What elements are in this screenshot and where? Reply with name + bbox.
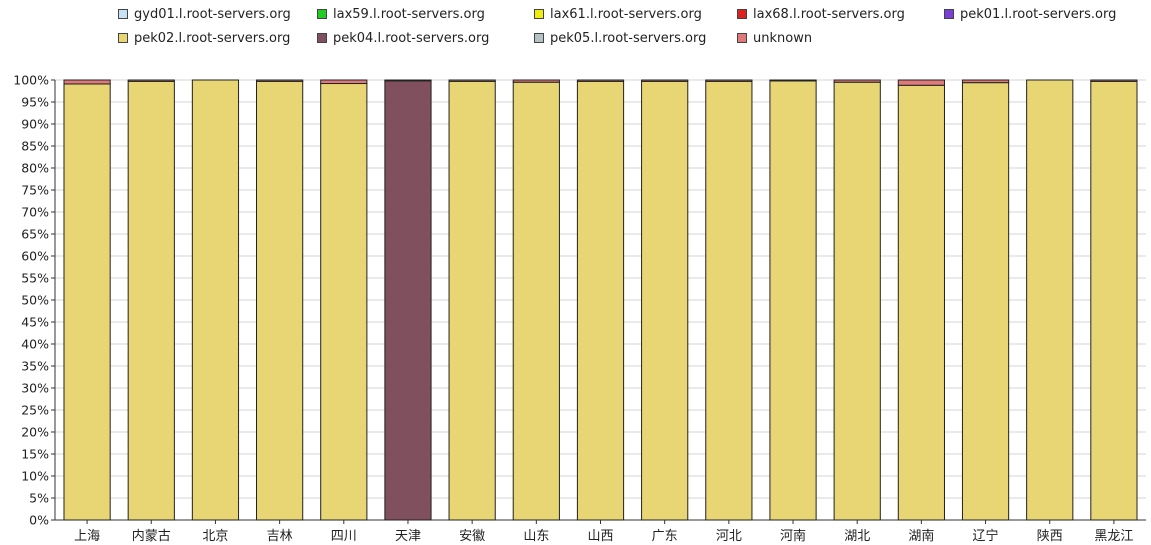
y-tick-label: 90% xyxy=(21,117,49,132)
bar-segment xyxy=(512,81,560,521)
legend-label: unknown xyxy=(753,30,813,46)
y-tick-label: 50% xyxy=(21,293,49,308)
y-tick-label: 55% xyxy=(21,271,49,286)
legend-swatch xyxy=(534,33,544,43)
bar-segment xyxy=(1026,79,1074,521)
x-tick-label: 广东 xyxy=(652,529,678,544)
legend-label: pek02.l.root-servers.org xyxy=(134,30,291,46)
bar-segment xyxy=(191,79,240,521)
x-tick-label: 天津 xyxy=(395,529,421,544)
bar-segment xyxy=(63,83,111,521)
bar-segment xyxy=(448,80,496,521)
legend-item: gyd01.l.root-servers.org xyxy=(118,6,291,22)
y-tick-label: 80% xyxy=(21,161,49,176)
chart-legend: gyd01.l.root-servers.org lax59.l.root-ser… xyxy=(0,0,1151,60)
x-tick-label: 湖北 xyxy=(844,529,870,544)
legend-label: lax59.l.root-servers.org xyxy=(333,6,485,22)
bar-segment xyxy=(576,79,625,82)
legend-label: gyd01.l.root-servers.org xyxy=(134,6,291,22)
legend-swatch xyxy=(118,9,128,19)
y-tick-label: 100% xyxy=(13,73,49,88)
bar-segment xyxy=(1090,80,1138,521)
bar-segment xyxy=(961,82,1010,521)
x-tick-label: 上海 xyxy=(74,529,100,544)
x-tick-label: 黑龙江 xyxy=(1094,529,1133,544)
legend-item: unknown xyxy=(737,30,812,46)
bar-segment xyxy=(512,79,560,83)
y-tick-label: 0% xyxy=(29,513,49,528)
legend-swatch xyxy=(317,9,327,19)
y-tick-label: 10% xyxy=(21,469,49,484)
x-tick-label: 山东 xyxy=(523,529,549,544)
legend-swatch xyxy=(118,33,128,43)
bar-segment xyxy=(961,79,1010,84)
bar-segment xyxy=(127,80,175,521)
bar-segment xyxy=(256,79,304,82)
legend-item: pek04.l.root-servers.org xyxy=(317,30,489,46)
x-tick-label: 河南 xyxy=(780,528,806,544)
bar-segment xyxy=(320,79,368,85)
legend-swatch xyxy=(534,9,544,19)
bar-segment xyxy=(769,79,817,82)
legend-swatch xyxy=(944,9,954,19)
bar-segment xyxy=(1090,79,1138,82)
legend-label: pek04.l.root-servers.org xyxy=(333,30,490,46)
x-tick-label: 山西 xyxy=(587,529,613,544)
bar-segment xyxy=(897,84,945,521)
bar-segment xyxy=(705,80,753,521)
bar-segment xyxy=(384,79,432,82)
bar-segment xyxy=(769,80,817,521)
bar-segment xyxy=(897,79,945,86)
y-tick-label: 25% xyxy=(21,403,49,418)
bar-segment xyxy=(63,79,111,85)
x-tick-label: 辽宁 xyxy=(973,528,999,544)
x-tick-label: 四川 xyxy=(331,529,357,544)
legend-item: pek05.l.root-servers.org xyxy=(534,30,706,46)
y-tick-label: 20% xyxy=(21,425,49,440)
y-tick-label: 45% xyxy=(21,315,49,330)
bar-segment xyxy=(384,80,432,521)
legend-label: pek05.l.root-servers.org xyxy=(550,30,707,46)
bar-segment xyxy=(320,83,368,521)
bar-segment xyxy=(641,80,689,521)
x-tick-label: 安徽 xyxy=(459,529,485,544)
y-tick-label: 75% xyxy=(21,183,49,198)
x-tick-label: 内蒙古 xyxy=(132,528,171,544)
y-tick-label: 65% xyxy=(21,227,49,242)
x-tick-label: 吉林 xyxy=(267,529,293,544)
y-tick-label: 95% xyxy=(21,95,49,110)
bar-segment xyxy=(833,79,881,83)
legend-item: lax59.l.root-servers.org xyxy=(317,6,485,22)
y-tick-label: 60% xyxy=(21,249,49,264)
legend-label: lax61.l.root-servers.org xyxy=(550,6,702,22)
y-tick-label: 30% xyxy=(21,381,49,396)
x-tick-label: 北京 xyxy=(202,529,228,544)
legend-label: lax68.l.root-servers.org xyxy=(753,6,905,22)
legend-swatch xyxy=(317,33,327,43)
bar-segment xyxy=(705,79,753,82)
y-tick-label: 15% xyxy=(21,447,49,462)
legend-item: pek01.l.root-servers.org xyxy=(944,6,1116,22)
legend-swatch xyxy=(737,9,747,19)
legend-swatch xyxy=(737,33,747,43)
y-tick-label: 70% xyxy=(21,205,49,220)
bar-segment xyxy=(448,79,496,82)
legend-item: pek02.l.root-servers.org xyxy=(118,30,290,46)
x-tick-label: 河北 xyxy=(716,529,742,544)
bar-segment xyxy=(256,80,304,521)
bar-segment xyxy=(576,80,625,521)
legend-item: lax68.l.root-servers.org xyxy=(737,6,905,22)
bar-segment xyxy=(641,79,689,82)
y-tick-label: 85% xyxy=(21,139,49,154)
y-tick-label: 40% xyxy=(21,337,49,352)
x-tick-label: 湖南 xyxy=(908,528,934,544)
bar-segment xyxy=(833,81,881,521)
legend-label: pek01.l.root-servers.org xyxy=(960,6,1117,22)
legend-item: lax61.l.root-servers.org xyxy=(534,6,702,22)
y-tick-label: 5% xyxy=(29,491,49,506)
x-tick-label: 陕西 xyxy=(1037,529,1063,544)
y-tick-label: 35% xyxy=(21,359,49,374)
bar-segment xyxy=(127,79,175,82)
